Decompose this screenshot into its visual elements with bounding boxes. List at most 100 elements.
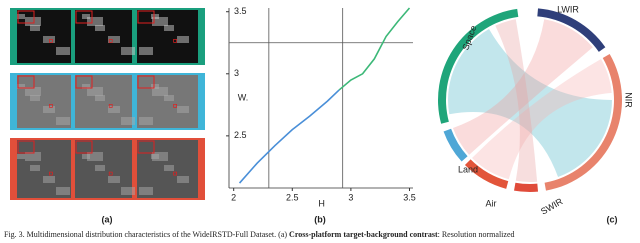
zoom-box	[75, 10, 93, 24]
texture	[152, 87, 168, 96]
texture	[30, 25, 40, 31]
texture	[30, 165, 40, 171]
texture	[95, 165, 105, 171]
plot-frame	[229, 8, 413, 188]
caption-text: Fig. 3. Multidimensional distribution ch…	[4, 230, 290, 239]
data-line	[238, 89, 340, 184]
texture	[43, 36, 55, 43]
zoom-box	[17, 140, 35, 154]
texture	[177, 36, 189, 43]
y-axis-label: W.	[238, 92, 249, 102]
caption: Fig. 3. Multidimensional distribution ch…	[4, 230, 640, 239]
texture	[17, 14, 25, 19]
texture	[56, 117, 70, 125]
chord	[452, 19, 593, 155]
texture	[95, 25, 105, 31]
texture	[25, 152, 41, 161]
panel-a	[10, 8, 205, 200]
zoom-box	[17, 10, 35, 24]
texture	[25, 87, 41, 96]
texture	[177, 106, 189, 113]
y-tick-label: 2.5	[234, 130, 247, 140]
texture	[43, 106, 55, 113]
group-label: Land	[458, 164, 478, 174]
texture	[121, 47, 135, 55]
texture	[82, 14, 90, 19]
chord	[447, 28, 612, 178]
zoom-box	[17, 75, 35, 89]
texture	[139, 187, 153, 195]
texture	[139, 47, 153, 55]
target-box	[108, 38, 113, 43]
group-arc	[514, 182, 539, 192]
y-tick-label: 3.5	[234, 6, 247, 16]
zoom-box	[137, 140, 155, 154]
chord	[495, 19, 538, 183]
texture	[164, 25, 174, 31]
zoom-box	[75, 140, 93, 154]
texture	[30, 95, 40, 101]
target-box	[173, 103, 177, 108]
texture	[17, 84, 25, 89]
group-label: SWIR	[539, 196, 565, 217]
texture	[56, 47, 70, 55]
texture	[151, 84, 159, 89]
texture	[121, 187, 135, 195]
x-tick-label: 2	[231, 192, 236, 202]
x-tick-label: 3	[348, 192, 353, 202]
texture	[151, 14, 159, 19]
group-label: LWIR	[557, 4, 579, 14]
group-arc	[443, 128, 468, 162]
target-box	[49, 103, 53, 108]
texture	[121, 117, 135, 125]
y-tick-label: 3	[234, 68, 239, 78]
texture	[139, 117, 153, 125]
texture	[108, 36, 120, 43]
texture	[87, 152, 103, 161]
texture	[164, 95, 174, 101]
group-arc	[544, 54, 622, 191]
panel-label: (a)	[102, 214, 113, 224]
target-box	[49, 171, 53, 176]
texture	[17, 154, 25, 159]
target-box	[173, 38, 177, 43]
group-label: NIR	[624, 92, 634, 108]
caption-bold: Cross-platform target-background contras…	[289, 230, 438, 239]
data-line	[338, 7, 411, 91]
texture	[82, 84, 90, 89]
texture	[95, 95, 105, 101]
target-box	[173, 171, 177, 176]
group-arc	[537, 8, 606, 52]
group-label: Air	[486, 198, 497, 208]
x-tick-label: 3.5	[403, 192, 416, 202]
texture	[25, 17, 41, 26]
texture	[56, 187, 70, 195]
zoom-box	[75, 75, 93, 89]
texture	[177, 176, 189, 183]
texture	[87, 17, 103, 26]
panel-label: (c)	[607, 214, 618, 224]
panel-label: (b)	[314, 214, 326, 224]
texture	[108, 176, 120, 183]
texture	[108, 106, 120, 113]
target-box	[108, 171, 113, 176]
caption-text: : Resolution normalized	[437, 230, 515, 239]
chord	[472, 59, 612, 180]
zoom-box	[137, 75, 155, 89]
group-arc	[464, 159, 509, 189]
figure: 2 2.5 3 3.52.533.5HW. LWIRNIRSWIRAirLandSpa…	[10, 4, 634, 224]
texture	[152, 152, 168, 161]
panel-b: 2 2.5 3 3.5 2.5 3 3.5 H W.	[226, 6, 416, 208]
texture	[152, 17, 168, 26]
target-box	[49, 38, 53, 43]
group-arc	[438, 8, 519, 124]
x-tick-label: 2.5	[286, 192, 299, 202]
x-axis-label: H	[318, 198, 325, 208]
zoom-box	[137, 10, 155, 24]
texture	[87, 87, 103, 96]
texture	[164, 165, 174, 171]
texture	[82, 154, 90, 159]
texture	[43, 176, 55, 183]
